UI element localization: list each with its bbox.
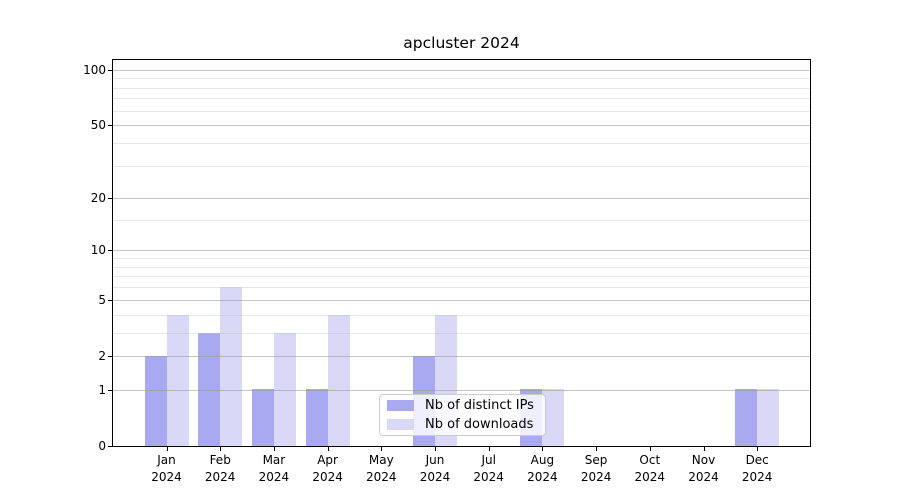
y-tick-label: 2 [98,349,106,364]
x-tick-label-jun: Jun 2024 [419,453,451,484]
x-tick-mark [757,447,759,451]
y-tick-label: 100 [83,62,106,77]
legend-item-distinct-ips: Nb of distinct IPs [387,396,545,416]
x-tick-mark [542,447,544,451]
x-tick-mark [435,447,436,451]
bar-distinct-ips-apr [305,389,328,446]
y-tick-label: 5 [98,292,106,307]
y-tick-mark [108,197,112,199]
y-tick-mark [108,389,112,391]
bar-downloads-dec [757,389,780,446]
plot-area [112,59,811,447]
x-tick-label-oct: Oct 2024 [634,453,666,484]
y-tick-label: 50 [90,118,106,133]
x-tick-label-jan: Jan 2024 [151,453,182,484]
bar-downloads-feb [220,287,243,446]
y-tick-mark [108,356,112,358]
x-tick-label-jul: Jul 2024 [473,453,504,484]
bar-distinct-ips-jan [144,356,167,446]
x-tick-label-aug: Aug 2024 [527,453,558,484]
y-tick-mark [108,250,112,252]
x-tick-mark [381,447,383,451]
x-tick-label-apr: Apr 2024 [312,453,343,484]
y-tick-label: 10 [90,243,106,258]
x-tick-mark [327,447,329,451]
legend-swatch-distinct-ips [387,399,414,411]
x-tick-mark [596,447,598,451]
y-tick-label: 20 [90,190,106,205]
x-tick-label-feb: Feb 2024 [204,453,236,484]
y-tick-label: 0 [98,439,106,453]
legend-swatch-downloads [387,419,414,431]
x-tick-mark [703,447,705,451]
y-tick-mark [108,125,112,127]
x-tick-label-dec: Dec 2024 [741,453,773,484]
x-tick-mark [273,447,275,451]
legend-item-downloads: Nb of downloads [387,415,545,435]
x-tick-mark [220,447,222,451]
y-tick-label: 1 [98,382,106,397]
x-tick-mark [166,447,168,451]
x-tick-mark [649,447,651,451]
y-tick-mark [108,299,112,301]
legend-label-downloads: Nb of downloads [425,417,534,433]
y-tick-mark [108,69,112,71]
bar-downloads-aug [542,389,565,446]
y-tick-mark [108,446,112,447]
x-tick-label-nov: Nov 2024 [688,453,719,484]
x-tick-label-mar: Mar 2024 [258,453,290,484]
bar-downloads-apr [327,314,350,446]
bar-distinct-ips-dec [735,389,758,446]
x-tick-mark [488,447,490,451]
bar-distinct-ips-feb [198,332,221,446]
bar-downloads-mar [273,332,296,446]
legend: Nb of distinct IPs Nb of downloads [379,394,546,436]
bar-downloads-jan [166,314,189,446]
legend-label-distinct-ips: Nb of distinct IPs [425,397,534,413]
x-tick-label-may: May 2024 [366,453,397,484]
bar-distinct-ips-mar [251,389,274,446]
x-tick-label-sep: Sep 2024 [580,453,612,484]
chart-title: apcluster 2024 [403,34,520,52]
